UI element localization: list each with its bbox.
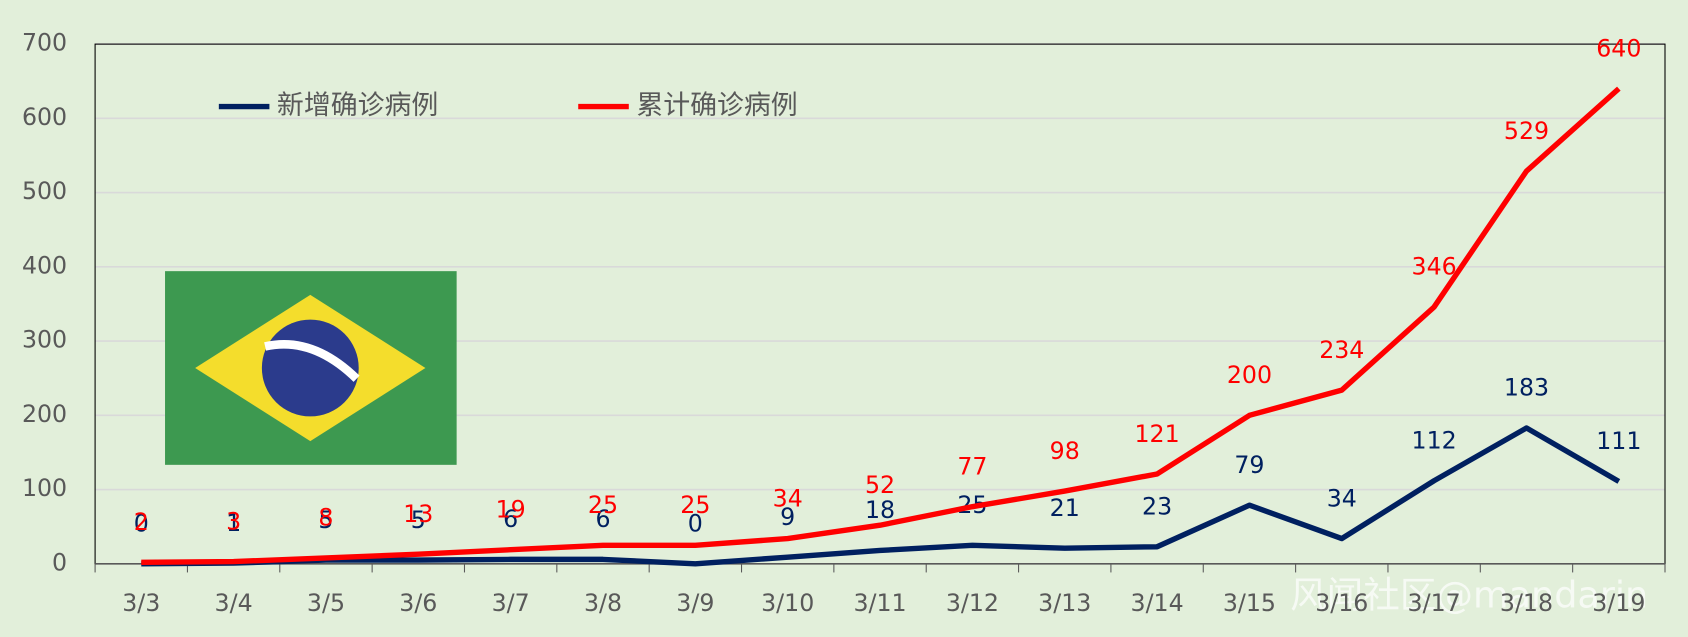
x-tick-label: 3/7 xyxy=(492,589,530,617)
x-tick-label: 3/18 xyxy=(1500,589,1553,617)
data-label: 1 xyxy=(226,509,241,537)
x-tick-label: 3/15 xyxy=(1223,589,1276,617)
data-label: 98 xyxy=(1050,437,1080,465)
data-label: 5 xyxy=(318,506,333,534)
x-tick-label: 3/10 xyxy=(761,589,814,617)
data-label: 23 xyxy=(1142,493,1172,521)
x-tick-label: 3/11 xyxy=(853,589,906,617)
y-tick-label: 700 xyxy=(22,29,67,57)
data-label: 0 xyxy=(688,510,703,538)
data-label: 19 xyxy=(496,495,526,523)
y-tick-label: 200 xyxy=(22,400,67,428)
legend-label: 累计确诊病例 xyxy=(636,90,797,121)
x-tick-label: 3/17 xyxy=(1408,589,1461,617)
data-label: 200 xyxy=(1227,361,1272,389)
y-tick-label: 400 xyxy=(22,251,67,279)
series-line xyxy=(141,425,1621,567)
x-tick-label: 3/6 xyxy=(399,589,437,617)
x-tick-label: 3/16 xyxy=(1315,589,1368,617)
watermark: 风闻社区@mandarin xyxy=(1290,574,1648,617)
data-label: 8 xyxy=(318,504,333,532)
data-label: 112 xyxy=(1412,426,1457,454)
y-tick-label: 600 xyxy=(22,103,67,131)
data-label: 640 xyxy=(1596,34,1641,62)
data-label: 25 xyxy=(680,491,710,519)
data-label: 529 xyxy=(1504,117,1549,145)
data-label: 34 xyxy=(1327,484,1357,512)
y-tick-label: 500 xyxy=(22,177,67,205)
series-line xyxy=(141,86,1621,566)
x-tick-label: 3/4 xyxy=(215,589,253,617)
data-label: 121 xyxy=(1135,420,1180,448)
data-label: 34 xyxy=(773,484,803,512)
y-tick-label: 300 xyxy=(22,326,67,354)
x-tick-label: 3/9 xyxy=(676,589,714,617)
legend-label: 新增确诊病例 xyxy=(277,90,438,121)
data-label: 52 xyxy=(865,471,895,499)
x-tick-label: 3/19 xyxy=(1592,589,1645,617)
data-label: 18 xyxy=(865,496,895,524)
x-tick-label: 3/13 xyxy=(1038,589,1091,617)
data-label: 0 xyxy=(134,510,149,538)
x-tick-label: 3/14 xyxy=(1131,589,1184,617)
x-tick-label: 3/5 xyxy=(307,589,345,617)
data-label: 9 xyxy=(780,503,795,531)
x-tick-label: 3/12 xyxy=(946,589,999,617)
flag xyxy=(165,271,457,465)
data-label: 6 xyxy=(503,505,518,533)
data-label: 183 xyxy=(1504,374,1549,402)
data-label: 111 xyxy=(1596,427,1641,455)
data-label: 5 xyxy=(411,506,426,534)
data-label: 77 xyxy=(957,452,987,480)
data-label: 2 xyxy=(134,508,149,536)
y-tick-label: 100 xyxy=(22,474,67,502)
data-label: 346 xyxy=(1412,253,1457,281)
data-label: 234 xyxy=(1319,336,1364,364)
data-label: 13 xyxy=(403,500,433,528)
data-label: 3 xyxy=(226,507,241,535)
y-tick-label: 0 xyxy=(52,548,67,576)
x-tick-label: 3/3 xyxy=(122,589,160,617)
x-tick-label: 3/8 xyxy=(584,589,622,617)
data-label: 79 xyxy=(1234,451,1264,479)
data-label: 6 xyxy=(595,505,610,533)
data-label: 21 xyxy=(1050,494,1080,522)
data-label: 25 xyxy=(588,491,618,519)
